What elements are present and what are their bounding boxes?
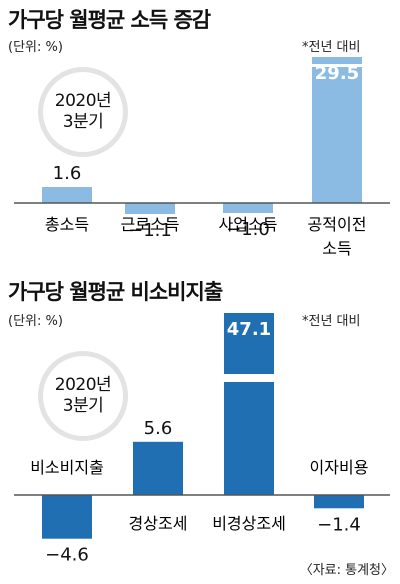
value-label-1: −1.1	[128, 220, 172, 241]
axis-break-3	[311, 64, 363, 67]
income-panel: 가구당 월평균 소득 증감 (단위: %) *전년 대비 2020년 3분기 1…	[0, 0, 400, 270]
bar-3	[312, 57, 362, 203]
nonconsumption-panel: 가구당 월평균 비소비지출 (단위: %) *전년 대비 2020년 3분기 −…	[0, 270, 400, 584]
bar-0	[42, 495, 92, 539]
value-label-2: −1.0	[226, 219, 270, 240]
category-label-0: 비소비지출	[30, 458, 104, 477]
chart-title: 가구당 월평균 소득 증감	[8, 8, 211, 32]
value-label-2: 47.1	[227, 319, 271, 340]
chart-title: 가구당 월평균 비소비지출	[8, 280, 223, 304]
value-label-3: −1.4	[317, 514, 361, 535]
bar-2	[223, 203, 273, 213]
category-label-0: 총소득	[45, 215, 89, 234]
source-label: 〈자료: 통계청〉	[299, 563, 394, 578]
bar-3	[314, 495, 364, 509]
bar-2	[224, 313, 274, 495]
category-label-2: 사업소득	[219, 215, 278, 234]
value-label-1: 5.6	[144, 418, 173, 439]
unit-label: (단위: %)	[8, 40, 63, 55]
category-label-2: 비경상조세	[212, 514, 286, 533]
category-label-3: 공적이전	[308, 215, 367, 234]
category-label-1: 경상조세	[129, 514, 188, 533]
period-badge: 2020년 3분기	[43, 72, 123, 152]
period-badge: 2020년 3분기	[43, 356, 123, 436]
badge-year: 2020년	[54, 91, 112, 111]
category-label-1: 근로소득	[121, 215, 180, 234]
badge-year: 2020년	[54, 375, 112, 395]
note-label: *전년 대비	[302, 314, 361, 329]
bar-1	[133, 441, 183, 495]
bar-0	[42, 187, 92, 203]
value-label-0: −4.6	[45, 545, 89, 566]
badge-quarter: 3분기	[62, 396, 104, 416]
value-label-3: 29.5	[315, 63, 359, 84]
value-label-0: 1.6	[53, 163, 82, 184]
category-label-3: 이자비용	[310, 458, 369, 477]
category-label-3: 소득	[322, 239, 351, 258]
bar-1	[125, 203, 175, 214]
unit-label: (단위: %)	[8, 314, 63, 329]
badge-quarter: 3분기	[62, 112, 104, 132]
axis-break-2	[223, 374, 275, 382]
note-label: *전년 대비	[302, 40, 361, 55]
